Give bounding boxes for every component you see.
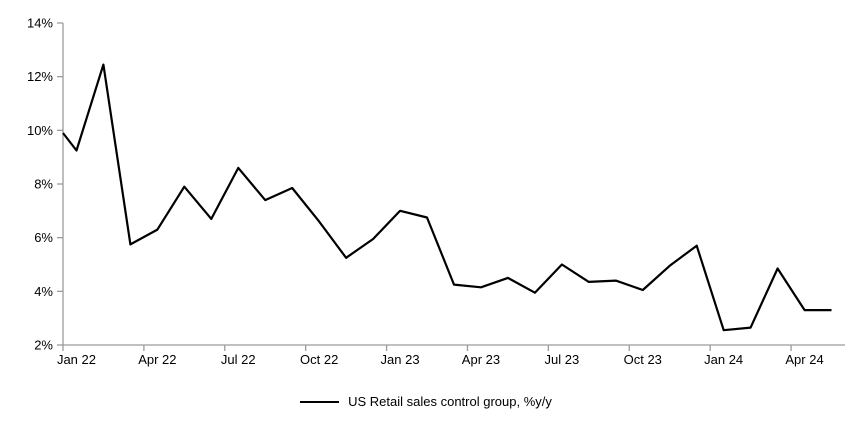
legend: US Retail sales control group, %y/y	[0, 394, 852, 409]
x-tick-label: Oct 23	[624, 352, 662, 367]
y-tick-label: 10%	[27, 123, 53, 138]
legend-line-swatch	[300, 400, 340, 403]
legend-label: US Retail sales control group, %y/y	[348, 394, 552, 409]
y-tick-label: 8%	[34, 177, 53, 192]
x-tick-label: Jan 22	[57, 352, 96, 367]
x-tick-label: Apr 24	[785, 352, 823, 367]
x-tick-label: Oct 22	[300, 352, 338, 367]
x-tick-label: Apr 23	[462, 352, 500, 367]
x-tick-label: Jan 23	[381, 352, 420, 367]
x-tick-label: Apr 22	[138, 352, 176, 367]
y-tick-label: 4%	[34, 284, 53, 299]
x-tick-label: Jul 23	[545, 352, 580, 367]
y-tick-label: 2%	[34, 338, 53, 353]
y-tick-label: 12%	[27, 69, 53, 84]
series-line	[62, 63, 832, 332]
y-tick-label: 14%	[27, 16, 53, 31]
x-tick-label: Jul 22	[221, 352, 256, 367]
y-tick-label: 6%	[34, 230, 53, 245]
x-tick-label: Jan 24	[704, 352, 743, 367]
